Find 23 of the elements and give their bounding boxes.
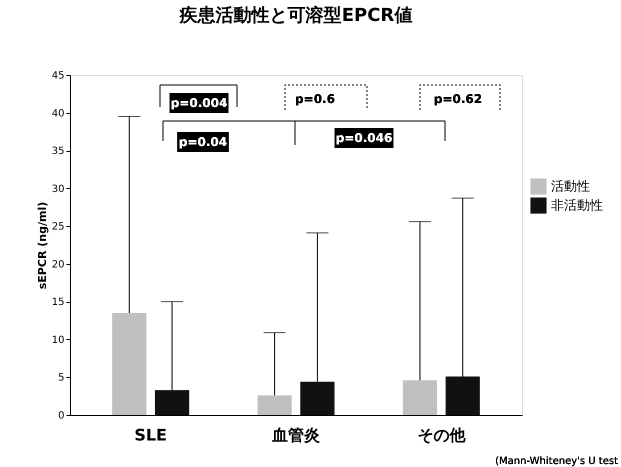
y-tick-label: 35 <box>52 146 64 158</box>
annotation: p=0.004 <box>170 96 228 110</box>
chart-title: 疾患活動性と可溶型EPCR値 <box>178 5 412 26</box>
annotation: p=0.6 <box>295 92 335 106</box>
x-tick-label: 血管炎 <box>271 426 320 444</box>
annotation: p=0.046 <box>336 131 392 145</box>
y-tick-label: 20 <box>52 259 64 270</box>
annotation: p=0.04 <box>178 135 228 149</box>
y-tick-label: 5 <box>58 372 64 384</box>
y-tick-label: 10 <box>52 334 64 346</box>
legend-label: 活動性 <box>551 180 590 194</box>
y-tick-label: 0 <box>58 410 64 422</box>
x-tick-label: SLE <box>134 426 167 444</box>
y-tick-label: 30 <box>52 184 64 195</box>
y-tick-label: 45 <box>52 70 64 82</box>
y-tick-label: 15 <box>52 297 64 308</box>
text: (Mann-Whiteney's U test <box>495 456 618 467</box>
y-axis-title: sEPCR (ng/ml) <box>36 202 49 290</box>
x-tick-label: その他 <box>417 426 466 444</box>
y-tick-label: 25 <box>52 222 64 233</box>
y-tick-label: 40 <box>52 108 64 120</box>
legend-label: 非活動性 <box>551 198 603 214</box>
annotation: p=0.62 <box>434 92 482 106</box>
